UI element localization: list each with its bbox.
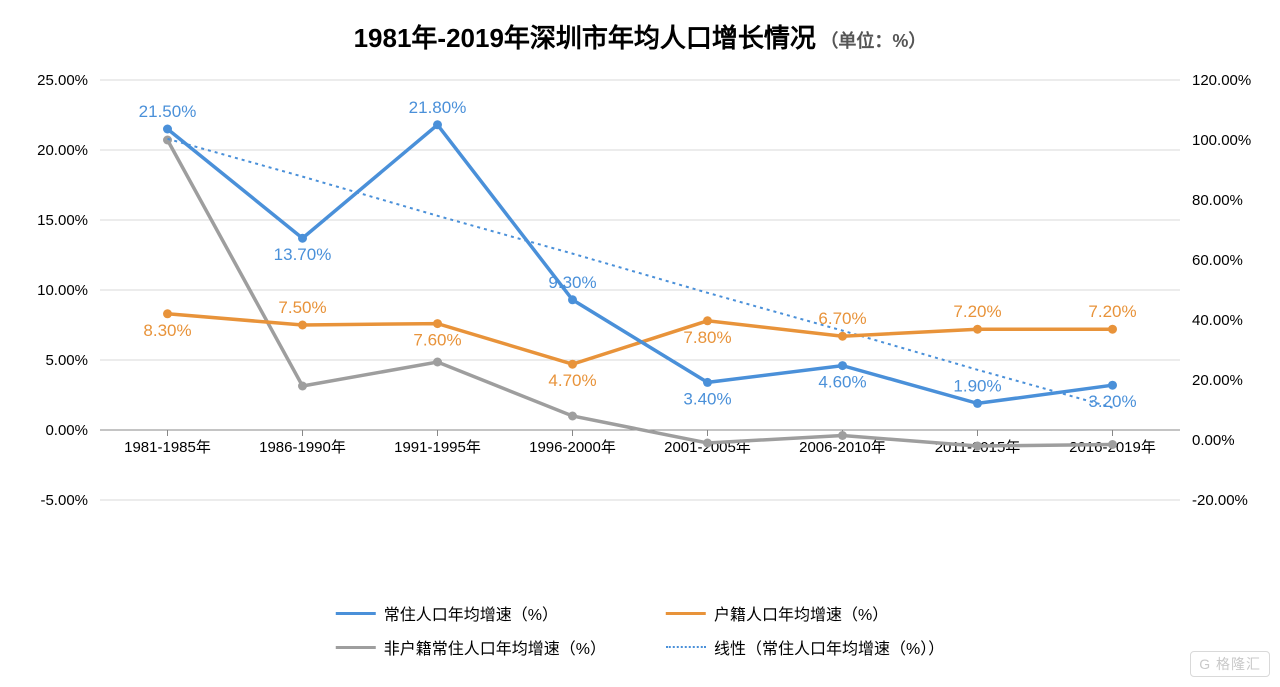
chart-svg: -5.00%0.00%5.00%10.00%15.00%20.00%25.00%… — [100, 80, 1180, 540]
svg-text:7.80%: 7.80% — [683, 328, 731, 347]
svg-text:3.20%: 3.20% — [1088, 392, 1136, 411]
svg-text:25.00%: 25.00% — [37, 72, 88, 89]
svg-text:0.00%: 0.00% — [45, 422, 88, 439]
legend-swatch-hukou — [666, 612, 706, 615]
svg-text:40.00%: 40.00% — [1192, 312, 1243, 329]
legend-item-trend: 线性（常住人口年均增速（%）） — [666, 635, 944, 659]
svg-text:20.00%: 20.00% — [37, 142, 88, 159]
svg-text:13.70%: 13.70% — [274, 245, 332, 264]
svg-text:15.00%: 15.00% — [37, 212, 88, 229]
svg-text:1991-1995年: 1991-1995年 — [394, 439, 481, 456]
svg-text:7.60%: 7.60% — [413, 331, 461, 350]
svg-text:9.30%: 9.30% — [548, 273, 596, 292]
svg-text:3.40%: 3.40% — [683, 389, 731, 408]
legend-item-hukou: 户籍人口年均增速（%） — [666, 601, 944, 625]
chart-title: 1981年-2019年深圳市年均人口增长情况 （单位：%） — [0, 18, 1280, 55]
legend-swatch-trend — [666, 646, 706, 648]
svg-text:4.70%: 4.70% — [548, 371, 596, 390]
svg-text:7.50%: 7.50% — [278, 298, 326, 317]
svg-text:6.70%: 6.70% — [818, 309, 866, 328]
legend-label-hukou: 户籍人口年均增速（%） — [714, 601, 888, 625]
svg-text:1.90%: 1.90% — [953, 376, 1001, 395]
svg-text:2006-2010年: 2006-2010年 — [799, 439, 886, 456]
legend-swatch-nonhukou — [336, 646, 376, 649]
svg-text:10.00%: 10.00% — [37, 282, 88, 299]
legend: 常住人口年均增速（%） 户籍人口年均增速（%） 非户籍常住人口年均增速（%） 线… — [336, 601, 944, 659]
svg-text:-20.00%: -20.00% — [1192, 492, 1248, 509]
legend-swatch-resident — [336, 612, 376, 615]
svg-text:80.00%: 80.00% — [1192, 192, 1243, 209]
watermark: G 格隆汇 — [1190, 651, 1270, 677]
svg-text:1981-1985年: 1981-1985年 — [124, 439, 211, 456]
legend-item-nonhukou: 非户籍常住人口年均增速（%） — [336, 635, 606, 659]
svg-text:100.00%: 100.00% — [1192, 132, 1251, 149]
svg-text:0.00%: 0.00% — [1192, 432, 1235, 449]
svg-text:5.00%: 5.00% — [45, 352, 88, 369]
chart-container: 1981年-2019年深圳市年均人口增长情况 （单位：%） -5.00%0.00… — [0, 0, 1280, 687]
svg-text:-5.00%: -5.00% — [40, 492, 88, 509]
svg-text:20.00%: 20.00% — [1192, 372, 1243, 389]
svg-text:1986-1990年: 1986-1990年 — [259, 439, 346, 456]
legend-label-trend: 线性（常住人口年均增速（%）） — [714, 635, 944, 659]
legend-label-resident: 常住人口年均增速（%） — [384, 601, 558, 625]
svg-text:7.20%: 7.20% — [1088, 302, 1136, 321]
legend-label-nonhukou: 非户籍常住人口年均增速（%） — [384, 635, 606, 659]
svg-text:21.50%: 21.50% — [139, 102, 197, 121]
svg-text:1996-2000年: 1996-2000年 — [529, 439, 616, 456]
svg-text:120.00%: 120.00% — [1192, 72, 1251, 89]
chart-title-main: 1981年-2019年深圳市年均人口增长情况 — [354, 23, 816, 53]
svg-text:4.60%: 4.60% — [818, 373, 866, 392]
svg-text:21.80%: 21.80% — [409, 98, 467, 117]
svg-text:60.00%: 60.00% — [1192, 252, 1243, 269]
svg-text:8.30%: 8.30% — [143, 321, 191, 340]
svg-text:7.20%: 7.20% — [953, 302, 1001, 321]
chart-title-unit: （单位：%） — [820, 31, 926, 51]
plot-area: -5.00%0.00%5.00%10.00%15.00%20.00%25.00%… — [100, 80, 1180, 540]
legend-item-resident: 常住人口年均增速（%） — [336, 601, 606, 625]
